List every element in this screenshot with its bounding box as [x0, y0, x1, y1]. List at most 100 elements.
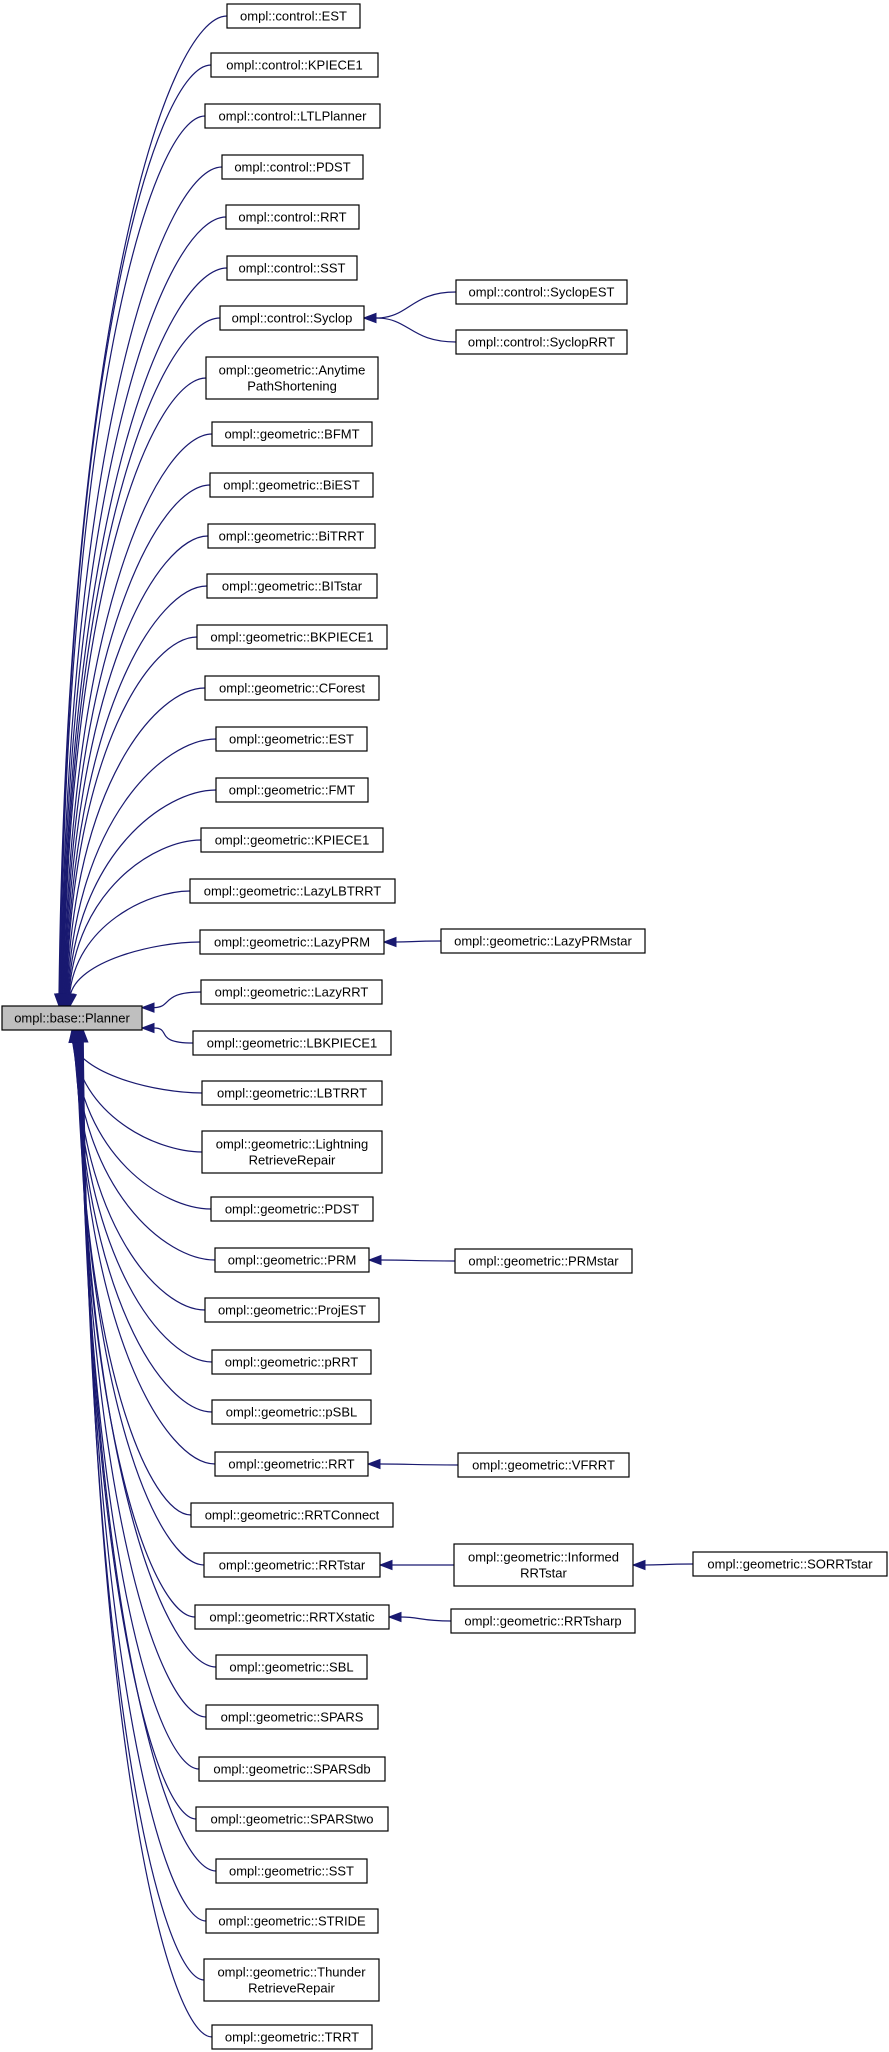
node-g_vfrrt[interactable]: ompl::geometric::VFRRT [457, 1452, 630, 1478]
node-g_sparstwo[interactable]: ompl::geometric::SPARStwo [195, 1806, 389, 1832]
arrowhead [140, 1022, 155, 1034]
node-g_spars[interactable]: ompl::geometric::SPARS [205, 1704, 379, 1730]
edge-g_thunder-to-planner [77, 1028, 205, 1981]
node-box [214, 1451, 369, 1477]
node-box [211, 1349, 372, 1375]
node-c_kpiece1[interactable]: ompl::control::KPIECE1 [210, 52, 379, 78]
edge-g_pdst-to-planner [68, 1028, 212, 1210]
node-box [214, 1247, 370, 1273]
node-c_sst[interactable]: ompl::control::SST [226, 255, 358, 281]
node-g_sbl[interactable]: ompl::geometric::SBL [215, 1654, 368, 1680]
edge-c_est-to-planner [53, 15, 228, 1008]
node-label: RetrieveRepair [249, 1153, 336, 1168]
node-c_rrt[interactable]: ompl::control::RRT [225, 204, 360, 230]
node-g_lazylbtrrt[interactable]: ompl::geometric::LazyLBTRRT [189, 878, 396, 904]
edge-line [153, 991, 202, 1009]
node-g_lazyrrt[interactable]: ompl::geometric::LazyRRT [200, 979, 383, 1005]
node-g_stride[interactable]: ompl::geometric::STRIDE [205, 1908, 379, 1934]
node-box [206, 573, 378, 599]
node-g_projest[interactable]: ompl::geometric::ProjEST [204, 1297, 380, 1323]
node-g_lbkpiece1[interactable]: ompl::geometric::LBKPIECE1 [192, 1030, 392, 1056]
arrowhead [140, 1002, 155, 1013]
node-g_rrt[interactable]: ompl::geometric::RRT [214, 1451, 369, 1477]
node-label: ompl::control::Syclop [232, 311, 353, 326]
node-g_psbl[interactable]: ompl::geometric::pSBL [211, 1399, 372, 1425]
node-g_sparsdb[interactable]: ompl::geometric::SPARSdb [198, 1756, 386, 1782]
node-g_lazyprm[interactable]: ompl::geometric::LazyPRM [199, 929, 385, 955]
node-g_cforest[interactable]: ompl::geometric::CForest [204, 675, 380, 701]
edge-line [75, 1039, 213, 1413]
node-g_fmt[interactable]: ompl::geometric::FMT [215, 777, 369, 803]
node-box [209, 472, 374, 498]
node-g_est[interactable]: ompl::geometric::EST [215, 726, 368, 752]
edge-line [81, 1039, 207, 1922]
node-label: RRTstar [520, 1566, 567, 1581]
node-box [692, 1551, 888, 1577]
node-g_bkpiece1[interactable]: ompl::geometric::BKPIECE1 [196, 624, 388, 650]
node-planner[interactable]: ompl::base::Planner [1, 1005, 143, 1031]
node-label: ompl::geometric::pSBL [226, 1405, 358, 1420]
node-g_prmstar[interactable]: ompl::geometric::PRMstar [454, 1248, 633, 1274]
node-box [201, 1080, 383, 1106]
node-g_lbtrrt[interactable]: ompl::geometric::LBTRRT [201, 1080, 383, 1106]
edge-line [64, 535, 209, 997]
node-c_syclop[interactable]: ompl::control::Syclop [219, 305, 365, 331]
node-c_pdst[interactable]: ompl::control::PDST [221, 154, 364, 180]
node-g_pdst[interactable]: ompl::geometric::PDST [210, 1196, 374, 1222]
edge-g_vfrrt-to-g_rrt [366, 1458, 459, 1470]
node-c_ltlplanner[interactable]: ompl::control::LTLPlanner [204, 103, 381, 129]
node-g_biest[interactable]: ompl::geometric::BiEST [209, 472, 374, 498]
node-g_trrt[interactable]: ompl::geometric::TRRT [211, 2024, 373, 2050]
edge-g_kpiece1-to-planner [64, 839, 202, 1008]
node-label: ompl::geometric::STRIDE [218, 1914, 366, 1929]
node-c_sycloprrt[interactable]: ompl::control::SyclopRRT [455, 329, 628, 355]
node-g_bitrrt[interactable]: ompl::geometric::BiTRRT [207, 523, 376, 549]
edge-g_sorrtstar-to-g_informedrrtstar [631, 1559, 694, 1571]
edge-line [375, 291, 457, 319]
node-g_sorrtstar[interactable]: ompl::geometric::SORRTstar [692, 1551, 888, 1577]
node-box [192, 1030, 392, 1056]
node-g_rrtxstatic[interactable]: ompl::geometric::RRTXstatic [194, 1604, 390, 1630]
edge-line [68, 839, 202, 997]
edge-line [67, 789, 217, 997]
node-label: ompl::base::Planner [14, 1011, 130, 1026]
edge-c_ltlplanner-to-planner [55, 115, 206, 1008]
node-label: ompl::geometric::Thunder [217, 1965, 366, 1980]
node-label: ompl::geometric::RRT [228, 1457, 354, 1472]
node-g_bitstar[interactable]: ompl::geometric::BITstar [206, 573, 378, 599]
node-label: ompl::geometric::LazyRRT [215, 985, 369, 1000]
node-box [455, 279, 628, 305]
edge-g_stride-to-planner [76, 1028, 207, 1922]
node-label: ompl::geometric::RRTstar [219, 1558, 366, 1573]
node-box [205, 1704, 379, 1730]
edge-line [379, 1463, 459, 1466]
node-label: ompl::geometric::LazyPRM [214, 935, 370, 950]
edge-line [66, 687, 206, 997]
node-g_rrtstar[interactable]: ompl::geometric::RRTstar [203, 1552, 381, 1578]
node-box [204, 103, 381, 129]
node-box [225, 204, 360, 230]
node-g_kpiece1[interactable]: ompl::geometric::KPIECE1 [200, 827, 384, 853]
node-g_prrt[interactable]: ompl::geometric::pRRT [211, 1349, 372, 1375]
edge-g_lbkpiece1-to-planner [140, 1022, 194, 1044]
node-label: ompl::geometric::SPARStwo [210, 1812, 373, 1827]
node-label: ompl::geometric::PDST [225, 1202, 359, 1217]
node-label: ompl::geometric::Anytime [219, 363, 366, 378]
node-g_rrtconnect[interactable]: ompl::geometric::RRTConnect [190, 1502, 394, 1528]
node-label: ompl::geometric::FMT [229, 783, 355, 798]
arrowhead [362, 312, 377, 324]
node-c_est[interactable]: ompl::control::EST [226, 3, 361, 29]
node-g_sst[interactable]: ompl::geometric::SST [215, 1858, 368, 1884]
node-g_bfmt[interactable]: ompl::geometric::BFMT [211, 421, 373, 447]
node-box [189, 878, 396, 904]
node-c_syclopest[interactable]: ompl::control::SyclopEST [455, 279, 628, 305]
node-g_rrtsharp[interactable]: ompl::geometric::RRTsharp [450, 1608, 636, 1634]
node-label: ompl::geometric::SPARS [221, 1710, 364, 1725]
node-g_lazyprmstar[interactable]: ompl::geometric::LazyPRMstar [440, 928, 646, 954]
node-g_prm[interactable]: ompl::geometric::PRM [214, 1247, 370, 1273]
